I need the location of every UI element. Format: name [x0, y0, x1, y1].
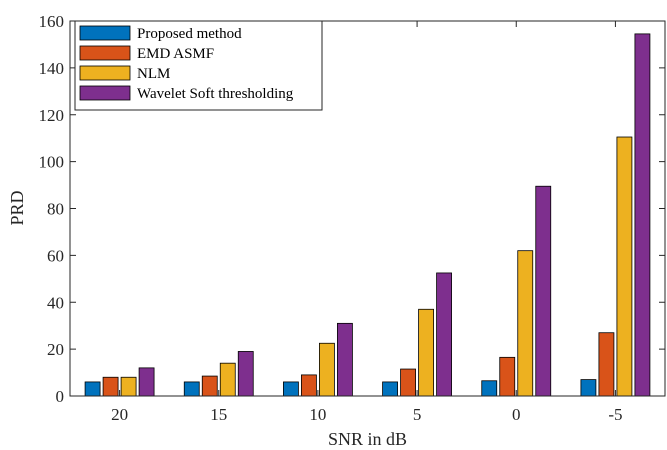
bars-group	[84, 33, 651, 397]
x-tick-label: -5	[608, 405, 622, 424]
bar-emd-asmf-5	[400, 368, 416, 397]
legend-swatch-emd-asmf	[79, 45, 131, 61]
bar-wavelet-soft-thresholding-5	[634, 33, 651, 397]
y-tick-label: 100	[39, 153, 65, 172]
bar-wavelet-soft-thresholding-0	[535, 185, 552, 397]
y-tick-label: 60	[47, 246, 64, 265]
bar-proposed-method-5	[580, 379, 597, 397]
bar-wavelet-soft-thresholding-5	[436, 272, 452, 397]
bar-nlm-5	[616, 136, 633, 397]
y-tick-label: 120	[39, 106, 65, 125]
y-tick-label: 40	[47, 293, 64, 312]
bar-proposed-method-15	[183, 381, 200, 397]
y-tick-label: 80	[47, 200, 64, 219]
bar-nlm-5	[418, 308, 434, 397]
y-tick-label: 0	[56, 387, 65, 406]
legend-swatch-proposed-method	[79, 25, 131, 41]
x-tick-label: 0	[512, 405, 521, 424]
legend-swatch-wavelet-soft-thresholding	[79, 85, 131, 101]
legend-label-emd-asmf: EMD ASMF	[137, 46, 214, 62]
y-tick-label: 140	[39, 59, 65, 78]
bar-proposed-method-0	[481, 380, 498, 397]
y-axis-ticks: 0 20 40 60 80 100 120 140 160	[39, 12, 665, 406]
x-tick-label: 5	[413, 405, 422, 424]
x-tick-label: 20	[111, 405, 128, 424]
bar-nlm-10	[319, 342, 335, 397]
x-axis-title: SNR in dB	[328, 429, 407, 449]
bar-nlm-20	[120, 376, 137, 397]
bar-proposed-method-20	[84, 381, 101, 397]
bar-nlm-15	[219, 362, 236, 397]
x-tick-label: 10	[309, 405, 326, 424]
bar-emd-asmf-15	[201, 375, 218, 397]
legend-label-nlm: NLM	[137, 66, 170, 82]
legend-label-wavelet-soft-thresholding: Wavelet Soft thresholding	[137, 86, 294, 102]
y-axis-title: PRD	[7, 190, 27, 225]
bar-proposed-method-5	[382, 381, 398, 397]
y-tick-label: 160	[39, 12, 65, 31]
bar-wavelet-soft-thresholding-20	[138, 367, 155, 397]
bar-nlm-0	[517, 250, 534, 397]
bar-emd-asmf-10	[301, 374, 317, 397]
y-tick-label: 20	[47, 340, 64, 359]
bar-emd-asmf-5	[598, 332, 615, 397]
legend-label-proposed-method: Proposed method	[137, 26, 242, 42]
bar-proposed-method-10	[283, 381, 299, 397]
bar-wavelet-soft-thresholding-10	[337, 322, 353, 397]
x-axis-ticks: 20 15 10 5 0 -5	[111, 21, 623, 424]
legend-swatch-nlm	[79, 65, 131, 81]
x-tick-label: 15	[210, 405, 227, 424]
bar-emd-asmf-0	[499, 356, 516, 397]
legend: Proposed method EMD ASMF NLM Wavelet Soft t…	[74, 20, 323, 111]
bar-emd-asmf-20	[102, 376, 119, 397]
bar-wavelet-soft-thresholding-15	[237, 351, 254, 397]
